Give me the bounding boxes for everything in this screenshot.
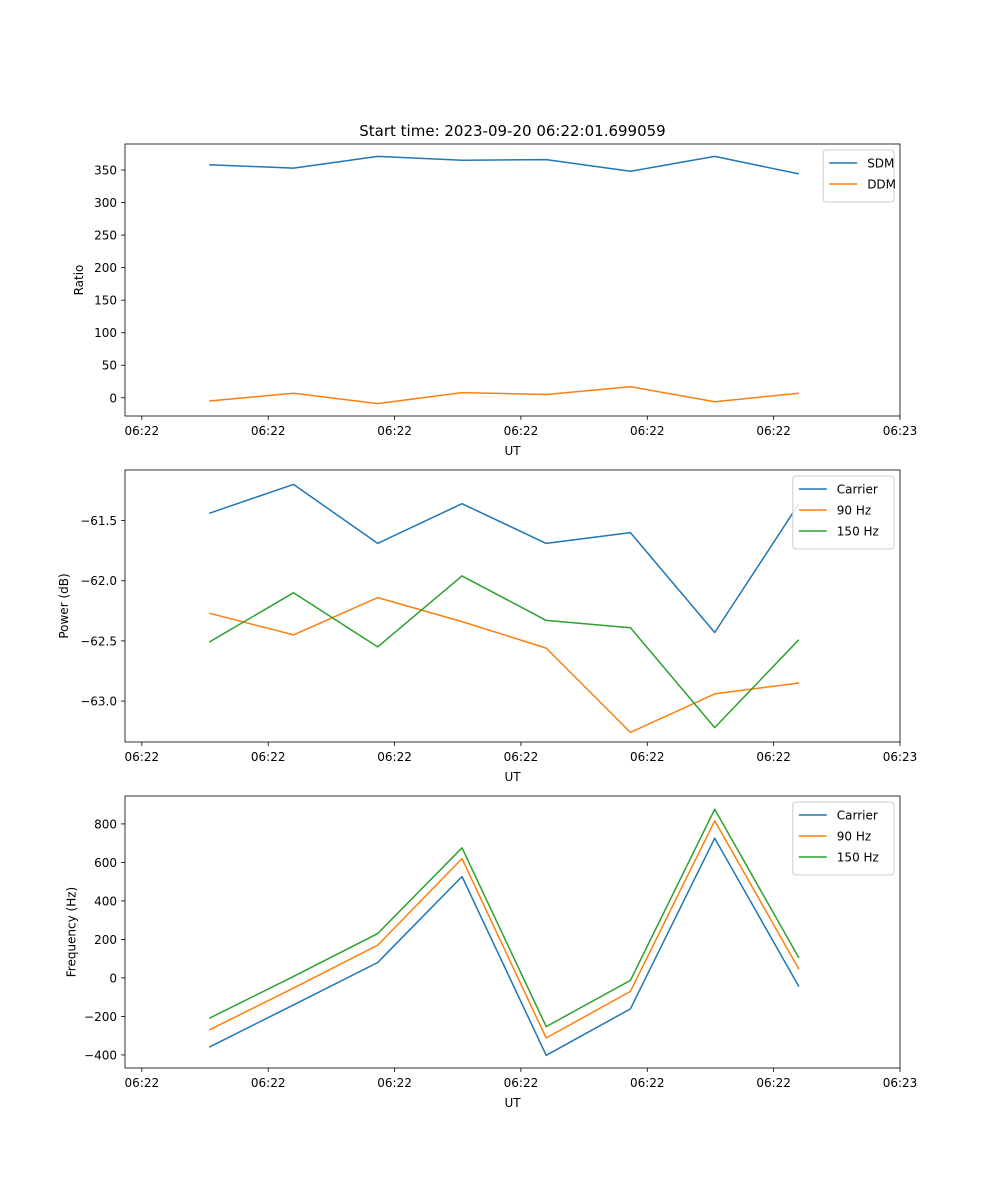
y-tick-label: −400 [84, 1048, 117, 1062]
series-line-carrier [208, 837, 800, 1057]
y-tick-label: −62.5 [80, 634, 117, 648]
x-axis-label: UT [504, 444, 521, 458]
x-tick-label: 06:22 [630, 750, 665, 764]
axes-frame [124, 469, 901, 743]
y-axis-label: Frequency (Hz) [64, 887, 78, 978]
y-tick-label: −200 [84, 1010, 117, 1024]
x-tick-label: 06:23 [883, 1076, 918, 1090]
legend: SDM DDM [822, 149, 896, 203]
legend: Carrier 90 Hz 150 Hz [792, 801, 895, 876]
series-line-150-hz [208, 808, 800, 1028]
x-tick-label: 06:22 [125, 1076, 160, 1090]
x-axis-label: UT [504, 1096, 521, 1110]
y-tick-label: 800 [94, 817, 117, 831]
series-line-sdm [209, 155, 800, 175]
y-tick-label: 200 [94, 933, 117, 947]
legend-label: Carrier [837, 483, 878, 497]
legend-label: Carrier [837, 809, 878, 823]
x-tick-label: 06:22 [125, 424, 160, 438]
series-line-90-hz [208, 820, 800, 1039]
x-tick-label: 06:22 [377, 1076, 412, 1090]
panel-3: 06:22 06:22 06:22 06:22 06:22 06:22 06:23 −400 −… [64, 795, 918, 1110]
legend-label: SDM [867, 157, 894, 171]
legend-label: 90 Hz [837, 504, 871, 518]
y-tick-label: 100 [94, 326, 117, 340]
x-tick-label: 06:22 [504, 750, 539, 764]
y-tick-label: −63.0 [80, 695, 117, 709]
y-tick-label: 0 [109, 971, 117, 985]
legend: Carrier 90 Hz 150 Hz [792, 475, 895, 550]
y-tick-label: 200 [94, 261, 117, 275]
x-tick-label: 06:22 [251, 1076, 286, 1090]
x-tick-label: 06:22 [630, 1076, 665, 1090]
x-tick-label: 06:22 [125, 750, 160, 764]
axes-frame [124, 143, 901, 417]
x-tick-label: 06:22 [251, 750, 286, 764]
panels: 06:22 06:22 06:22 06:22 06:22 06:22 06:23 0 50 10… [57, 143, 918, 1110]
y-tick-label: 150 [94, 294, 117, 308]
x-tick-label: 06:22 [756, 424, 791, 438]
y-tick-label: −61.5 [80, 514, 117, 528]
axes-frame [124, 795, 901, 1069]
y-tick-label: 600 [94, 856, 117, 870]
x-axis-label: UT [504, 770, 521, 784]
y-tick-label: 400 [94, 894, 117, 908]
x-tick-label: 06:22 [630, 424, 665, 438]
panel-1: 06:22 06:22 06:22 06:22 06:22 06:22 06:23 0 50 10… [72, 143, 918, 458]
x-tick-label: 06:22 [504, 1076, 539, 1090]
y-tick-label: 0 [109, 391, 117, 405]
x-tick-label: 06:22 [377, 750, 412, 764]
legend-label: 150 Hz [837, 851, 879, 865]
legend-label: 150 Hz [837, 525, 879, 539]
y-axis-label: Ratio [72, 265, 86, 296]
series-line-carrier [208, 483, 800, 634]
x-tick-label: 06:22 [756, 750, 791, 764]
legend-label: 90 Hz [837, 830, 871, 844]
x-tick-label: 06:23 [883, 424, 918, 438]
y-axis-label: Power (dB) [57, 573, 71, 638]
series-line-150-hz [208, 575, 800, 729]
y-tick-label: 250 [94, 229, 117, 243]
y-tick-label: 350 [94, 164, 117, 178]
x-tick-label: 06:22 [377, 424, 412, 438]
legend-label: DDM [867, 178, 896, 192]
y-tick-label: 50 [102, 359, 117, 373]
panel-2: 06:22 06:22 06:22 06:22 06:22 06:22 06:23 −63.0… [57, 469, 918, 784]
series-line-90-hz [209, 596, 799, 734]
x-tick-label: 06:22 [504, 424, 539, 438]
y-tick-label: 300 [94, 196, 117, 210]
chart-title: Start time: 2023-09-20 06:22:01.699059 [359, 122, 665, 140]
x-tick-label: 06:23 [883, 750, 918, 764]
y-tick-label: −62.0 [80, 574, 117, 588]
x-tick-label: 06:22 [251, 424, 286, 438]
series-line-ddm [209, 385, 799, 405]
x-tick-label: 06:22 [756, 1076, 791, 1090]
